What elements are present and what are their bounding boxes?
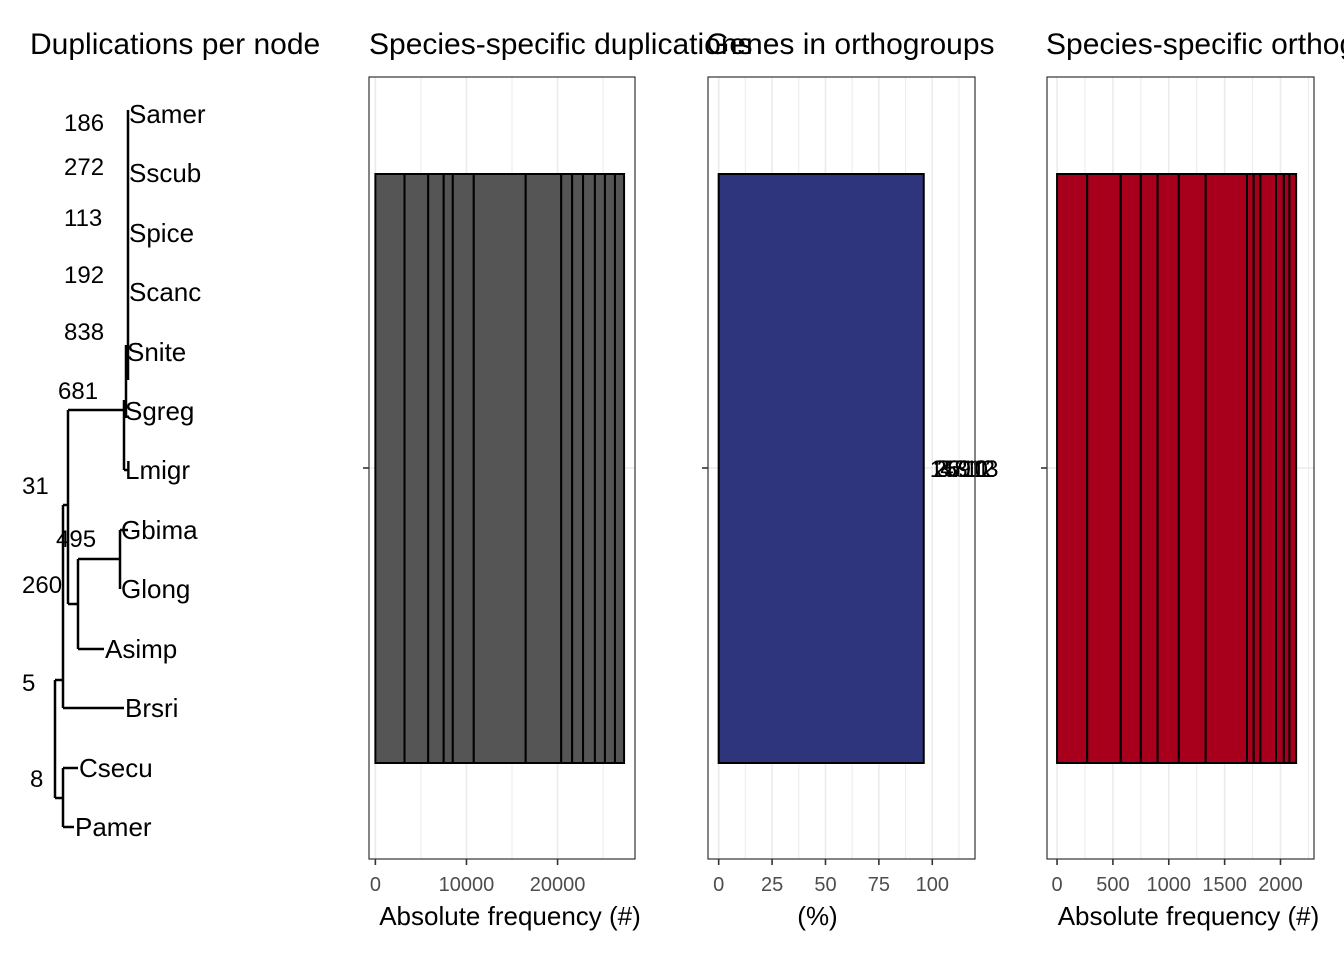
tree-node-label: 260 [22, 572, 62, 599]
tree-node-label: 272 [64, 154, 104, 181]
tree-node-label: 113 [64, 205, 102, 232]
bar-value-label: 12 [968, 456, 995, 483]
bar-value-label: 13 [972, 456, 999, 483]
bar-segment [1056, 173, 1089, 764]
x-tick-label: 10000 [439, 874, 495, 896]
panel-title-duplications: Species-specific duplications [369, 28, 753, 61]
tree-tip-sscub: Sscub [129, 158, 201, 188]
tree-tip-scanc: Scanc [129, 277, 201, 307]
bar-segment [1139, 173, 1159, 764]
tree-tip-lmigr: Lmigr [125, 455, 190, 485]
tree-node-label: 8 [30, 766, 43, 793]
bar-segment [442, 173, 454, 764]
bar-value-label: 3 [937, 456, 950, 483]
tree-tip-pamer: Pamer [75, 812, 152, 842]
x-tick-label: 75 [868, 874, 890, 896]
panel-species-specific-orthogroups: 0 500 1000 1500 2000 Absolute frequency (#) Sp… [1041, 28, 1344, 931]
x-tick-label: 50 [814, 874, 836, 896]
bar-segment [524, 173, 563, 764]
x-tick-label: 0 [713, 874, 724, 896]
x-tick-label: 20000 [530, 874, 586, 896]
x-tick-label: 1500 [1202, 874, 1247, 896]
bar-value-label: 1 [930, 456, 943, 483]
tree-node-label: 838 [64, 319, 104, 346]
bar-segment [472, 173, 527, 764]
tree-node-label: 681 [58, 378, 98, 405]
x-tick-label: 100 [916, 874, 949, 896]
bar-segment [1245, 173, 1255, 764]
bar-segment [603, 173, 616, 764]
bar-segment [1259, 173, 1278, 764]
bar-segment [374, 173, 406, 764]
bar-segment [1252, 173, 1262, 764]
tree-tip-samer: Samer [129, 99, 206, 129]
bar-segment [1204, 173, 1248, 764]
bar-segment [1086, 173, 1122, 764]
tree-tip-glong: Glong [121, 574, 190, 604]
bar-segment [1156, 173, 1180, 764]
bar-segment [593, 173, 606, 764]
tree-tip-snite: Snite [127, 337, 186, 367]
x-tick-label: 500 [1096, 874, 1129, 896]
tree-panel: Duplications per node Samer Sscub Spice Sca… [22, 28, 320, 842]
tree-node-label: 186 [64, 110, 104, 137]
bar-value-label: 8 [954, 456, 967, 483]
bar-percent [717, 173, 925, 764]
x-tick-label: 2000 [1258, 874, 1303, 896]
bar-segment [613, 173, 626, 764]
tree-tip-brsri: Brsri [125, 693, 178, 723]
x-axis-label: Absolute frequency (#) [379, 901, 641, 931]
bar-value-label: 7 [951, 456, 964, 483]
bar-segment [1177, 173, 1207, 764]
bar-value-label: 2 [933, 456, 946, 483]
tree-edges [53, 110, 130, 829]
panel-title-orthogroups: Species-specific orthogroups [1046, 28, 1344, 61]
tree-node-labels: 186 272 113 192 838 681 31 495 260 5 8 [22, 110, 104, 793]
bar-value-label: 4 [940, 456, 953, 483]
x-tick-label: 1000 [1147, 874, 1192, 896]
bar-segment [1275, 173, 1285, 764]
bar-segment [451, 173, 475, 764]
bar-segment [427, 173, 445, 764]
tree-tip-csecu: Csecu [79, 753, 153, 783]
x-tick-label: 25 [761, 874, 783, 896]
tree-node-label: 495 [56, 526, 96, 553]
tree-node-label: 192 [64, 262, 104, 289]
bar-segment [582, 173, 596, 764]
tree-title: Duplications per node [30, 28, 320, 61]
bar-segment [571, 173, 585, 764]
x-axis-label: (%) [797, 901, 837, 931]
bar-segment [1119, 173, 1142, 764]
bar-value-label: 9 [958, 456, 971, 483]
bar-segment [403, 173, 430, 764]
bar-segment [1288, 173, 1298, 764]
tree-tips: Samer Sscub Spice Scanc Snite Sgreg Lmigr Gbima… [75, 99, 206, 842]
bar-segment [560, 173, 574, 764]
bar-value-label: 11 [965, 456, 990, 483]
tree-tip-spice: Spice [129, 218, 194, 248]
bar-value-label: 6 [947, 456, 960, 483]
tree-tip-gbima: Gbima [121, 515, 198, 545]
tree-node-label: 31 [22, 473, 49, 500]
tree-tip-sgreg: Sgreg [125, 396, 194, 426]
panel-title-genes: Genes in orthogroups [706, 28, 995, 61]
bar-value-label: 5 [944, 456, 957, 483]
x-axis-label: Absolute frequency (#) [1058, 901, 1320, 931]
x-tick-label: 0 [370, 874, 381, 896]
x-tick-label: 0 [1051, 874, 1062, 896]
tree-tip-asimp: Asimp [105, 634, 177, 664]
tree-node-label: 5 [22, 670, 35, 697]
panel-species-specific-duplications: 0 10000 20000 Absolute frequency (#) Species… [363, 28, 753, 931]
